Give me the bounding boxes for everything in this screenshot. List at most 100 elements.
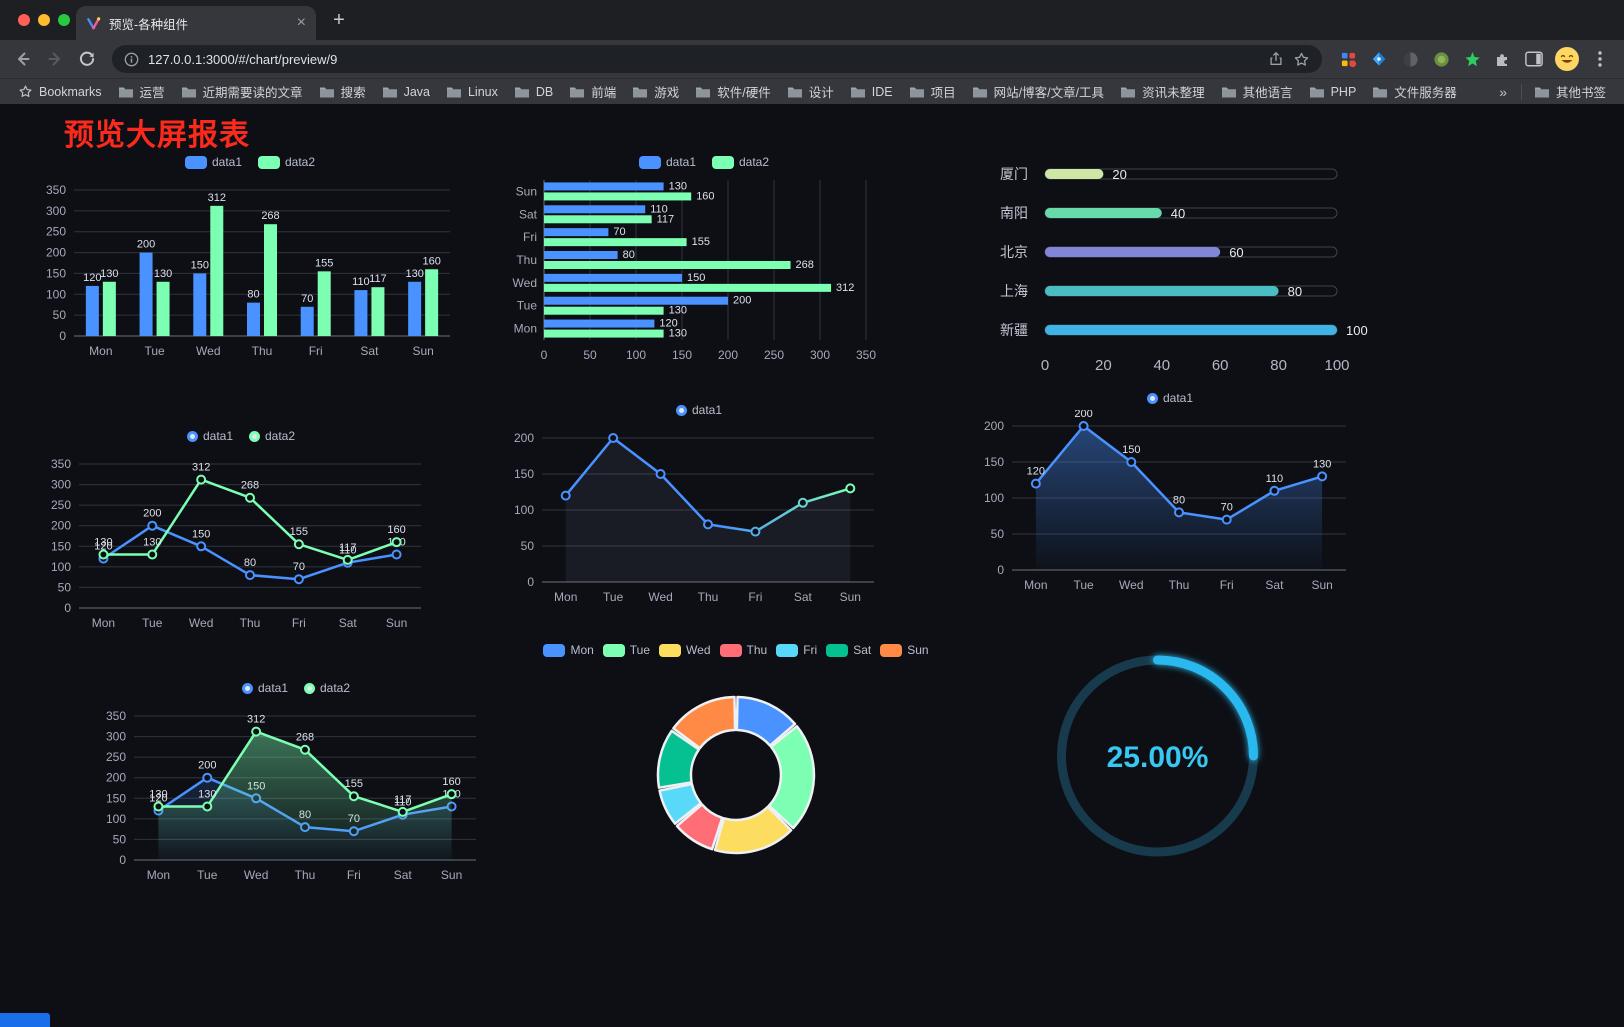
bookmarks-root[interactable]: Bookmarks	[10, 84, 110, 99]
svg-text:200: 200	[514, 431, 534, 445]
bookmark-folder[interactable]: 运营	[110, 82, 173, 101]
svg-text:40: 40	[1171, 206, 1185, 221]
back-button[interactable]	[8, 44, 38, 74]
legend-item[interactable]: data1	[675, 403, 722, 417]
tab-close-icon[interactable]: ×	[296, 14, 306, 31]
browser-menu-icon[interactable]	[1590, 49, 1610, 69]
svg-text:155: 155	[290, 526, 308, 538]
svg-text:20: 20	[1095, 357, 1112, 374]
legend-item[interactable]: data1	[1146, 391, 1193, 405]
legend-item[interactable]: data1	[186, 429, 233, 443]
svg-text:200: 200	[1074, 410, 1092, 420]
svg-text:350: 350	[856, 348, 876, 362]
svg-text:350: 350	[51, 457, 71, 471]
svg-text:60: 60	[1212, 357, 1229, 374]
bookmark-folder-label: DB	[535, 84, 554, 99]
legend-marker	[776, 643, 799, 657]
svg-text:Sat: Sat	[394, 868, 413, 882]
folder-icon	[787, 87, 802, 97]
bookmark-folder[interactable]: IDE	[842, 82, 901, 101]
bookmark-folder-label: 其他语言	[1242, 86, 1293, 100]
bookmark-folder[interactable]: 前端	[561, 82, 624, 101]
bookmark-folder[interactable]: 文件服务器	[1364, 82, 1465, 101]
bookmark-folder[interactable]: DB	[506, 82, 561, 101]
extension-pin-icon[interactable]	[1369, 49, 1389, 69]
legend-item[interactable]: data2	[258, 155, 315, 169]
svg-text:0: 0	[541, 348, 548, 362]
svg-text:0: 0	[527, 575, 534, 589]
svg-text:300: 300	[46, 204, 66, 218]
window-minimize-button[interactable]	[38, 14, 50, 26]
svg-text:80: 80	[1270, 357, 1287, 374]
forward-button[interactable]	[40, 44, 70, 74]
bookmark-folder[interactable]: Linux	[438, 82, 506, 101]
svg-text:北京: 北京	[1000, 244, 1028, 260]
bookmark-folder[interactable]: 软件/硬件	[687, 82, 778, 101]
svg-text:130: 130	[100, 268, 118, 280]
tab-title: 预览-各种组件	[109, 17, 189, 32]
chart-legend: data1	[978, 386, 1362, 410]
site-info-icon[interactable]	[124, 52, 139, 67]
extension-darkmode-icon[interactable]	[1400, 49, 1420, 69]
bookmark-folder[interactable]: 搜索	[311, 82, 374, 101]
svg-text:50: 50	[53, 308, 67, 322]
legend-item[interactable]: Fri	[776, 643, 817, 657]
bookmark-folder[interactable]: Java	[374, 82, 438, 101]
reload-button[interactable]	[72, 44, 102, 74]
bookmark-folder-label: 运营	[139, 86, 165, 100]
extension-shield-icon[interactable]	[1431, 49, 1451, 69]
svg-text:Sun: Sun	[840, 590, 861, 604]
bookmark-folder[interactable]: 游戏	[624, 82, 687, 101]
svg-text:70: 70	[1221, 502, 1233, 514]
legend-item[interactable]: Tue	[602, 643, 651, 657]
legend-marker	[826, 643, 849, 657]
svg-text:160: 160	[442, 776, 460, 788]
side-panel-icon[interactable]	[1524, 49, 1544, 69]
bookmark-folder[interactable]: 近期需要读的文章	[173, 82, 311, 101]
bookmark-folder[interactable]: 设计	[779, 82, 842, 101]
legend-item[interactable]: data2	[304, 681, 350, 695]
legend-item[interactable]: data1	[241, 681, 288, 695]
legend-item[interactable]: data1	[638, 155, 696, 169]
bookmark-folder-label: 网站/博客/文章/工具	[993, 86, 1105, 100]
folder-icon	[1221, 87, 1236, 97]
svg-text:130: 130	[94, 537, 112, 549]
window-zoom-button[interactable]	[58, 14, 70, 26]
legend-label: Tue	[629, 643, 651, 657]
svg-text:Mon: Mon	[1024, 578, 1047, 592]
svg-text:150: 150	[984, 455, 1004, 469]
extensions-puzzle-icon[interactable]	[1493, 49, 1513, 69]
legend-item[interactable]: Mon	[543, 643, 594, 657]
window-close-button[interactable]	[18, 14, 30, 26]
bookmark-folder[interactable]: PHP	[1301, 82, 1365, 101]
bookmark-folder-label: 设计	[808, 86, 834, 100]
legend-item[interactable]: Sun	[880, 643, 929, 657]
share-icon[interactable]	[1268, 51, 1284, 67]
new-tab-button[interactable]: +	[333, 9, 345, 31]
legend-item[interactable]: data1	[184, 155, 242, 169]
folder-icon	[1534, 87, 1549, 97]
extension-grid-icon[interactable]	[1338, 49, 1358, 69]
extension-star-icon[interactable]	[1462, 49, 1482, 69]
svg-text:130: 130	[198, 789, 216, 801]
browser-tab[interactable]: 预览-各种组件 ×	[76, 6, 316, 40]
bookmark-folder[interactable]: 其他语言	[1213, 82, 1301, 101]
legend-item[interactable]: data2	[249, 429, 295, 443]
other-bookmarks[interactable]: 其他书签	[1526, 82, 1614, 101]
bookmarks-overflow-button[interactable]: »	[1499, 83, 1507, 100]
svg-text:Wed: Wed	[189, 616, 213, 630]
legend-item[interactable]: data2	[712, 155, 769, 169]
bookmark-folder[interactable]: 项目	[901, 82, 964, 101]
profile-avatar[interactable]	[1555, 47, 1579, 71]
bookmark-star-icon[interactable]	[1293, 51, 1310, 68]
legend-item[interactable]: Thu	[719, 643, 767, 657]
svg-text:130: 130	[1313, 458, 1331, 470]
address-bar[interactable]: 127.0.0.1:3000/#/chart/preview/9	[112, 45, 1322, 73]
legend-item[interactable]: Sat	[826, 643, 871, 657]
legend-item[interactable]: Wed	[659, 643, 711, 657]
svg-text:200: 200	[143, 508, 161, 520]
legend-label: Sat	[853, 643, 872, 657]
bookmark-folder-label: 近期需要读的文章	[202, 86, 303, 100]
bookmark-folder[interactable]: 资讯未整理	[1112, 82, 1213, 101]
bookmark-folder[interactable]: 网站/博客/文章/工具	[964, 82, 1112, 101]
